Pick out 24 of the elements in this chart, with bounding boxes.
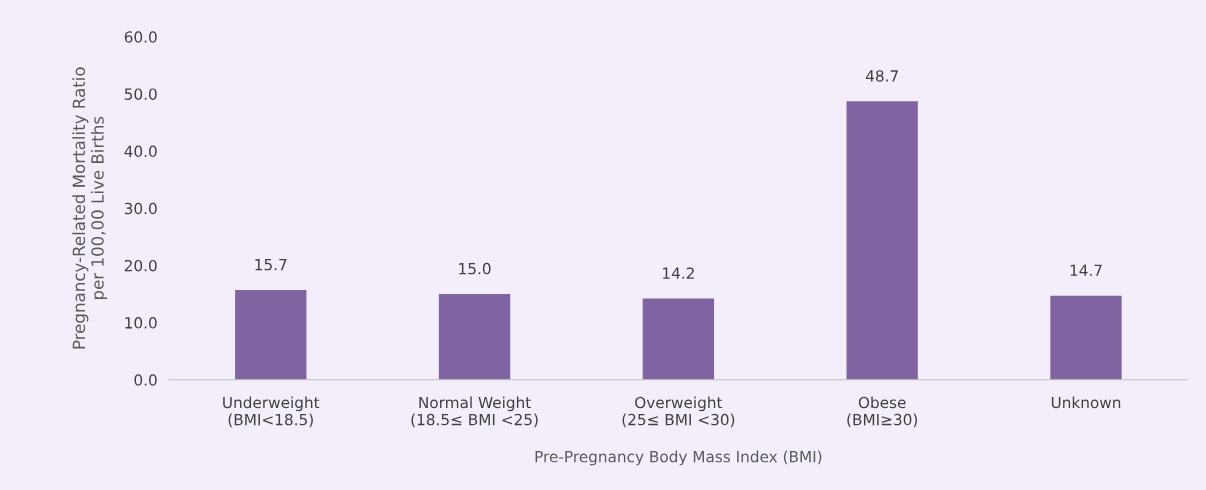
y-tick-label: 0.0 [134, 374, 157, 386]
x-tick-label: Obese (BMI≥30) [847, 396, 918, 428]
bar [846, 101, 918, 380]
x-tick-label: Normal Weight (18.5≤ BMI <25) [411, 396, 538, 428]
y-tick-label: 10.0 [125, 317, 157, 329]
y-tick-label: 60.0 [124, 31, 157, 43]
bar [1050, 295, 1122, 380]
y-tick-label: 50.0 [124, 88, 157, 100]
x-tick-label: Underweight (BMI<18.5) [223, 396, 320, 428]
y-tick-label: 20.0 [124, 259, 157, 272]
bar [438, 294, 511, 380]
bar [642, 298, 715, 380]
data-label: 14.7 [1070, 264, 1102, 276]
data-label: 15.0 [459, 262, 491, 275]
data-label: 14.2 [663, 267, 694, 279]
x-axis-title: Pre-Pregnancy Body Mass Index (BMI) [535, 450, 822, 466]
x-tick-label: Unknown [1051, 396, 1121, 409]
x-tick-label: Overweight (25≤ BMI <30) [622, 396, 735, 428]
data-label: 15.7 [255, 259, 287, 271]
y-tick-label: 40.0 [124, 145, 157, 158]
y-axis-title: Pregnancy-Related Mortality Ratio per 100,00 Live Births [72, 67, 108, 349]
data-label: 48.7 [865, 70, 898, 82]
bar [235, 290, 307, 380]
y-tick-label: 30.0 [124, 202, 157, 215]
